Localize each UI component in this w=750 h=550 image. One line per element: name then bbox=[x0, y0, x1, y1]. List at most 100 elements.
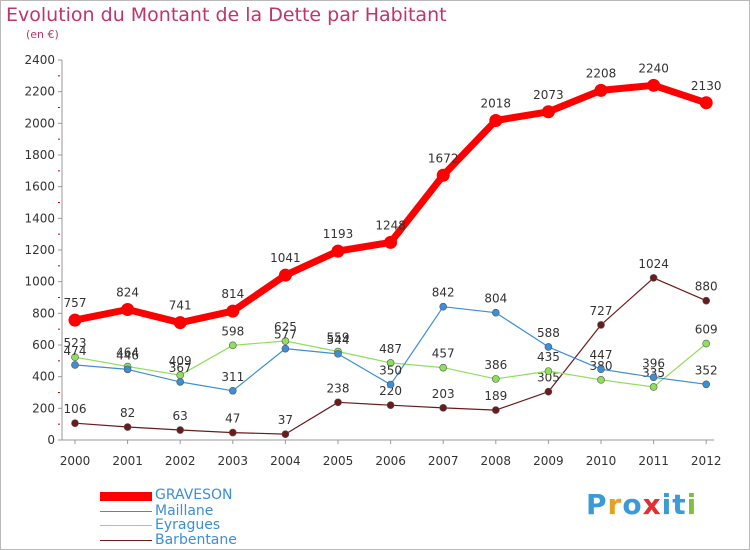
data-point bbox=[384, 235, 398, 249]
y-tick-label: 0 bbox=[47, 433, 55, 447]
data-point bbox=[436, 168, 450, 182]
x-tick-label: 2006 bbox=[375, 454, 406, 468]
x-tick-label: 2001 bbox=[112, 454, 143, 468]
data-point bbox=[491, 375, 500, 383]
x-tick-label: 2010 bbox=[586, 454, 617, 468]
data-point bbox=[386, 401, 395, 409]
data-point bbox=[594, 83, 608, 97]
y-tick-label: 1800 bbox=[24, 148, 55, 162]
brand-letter: o bbox=[622, 488, 643, 521]
data-point bbox=[281, 344, 290, 353]
data-label: 814 bbox=[221, 287, 244, 301]
y-tick-label: 2400 bbox=[24, 53, 55, 67]
legend-label: Barbentane bbox=[155, 532, 237, 548]
data-point bbox=[702, 380, 711, 389]
data-point bbox=[71, 419, 79, 428]
data-point bbox=[176, 378, 184, 386]
legend-label: Eyragues bbox=[155, 517, 221, 533]
data-label: 2073 bbox=[533, 88, 564, 102]
data-label: 824 bbox=[116, 286, 139, 300]
data-point bbox=[386, 380, 395, 389]
data-label: 544 bbox=[327, 333, 350, 347]
data-label: 1193 bbox=[323, 227, 354, 241]
x-tick-label: 2007 bbox=[428, 454, 459, 468]
data-point bbox=[226, 304, 240, 318]
data-point bbox=[597, 365, 605, 374]
data-label: 1248 bbox=[375, 218, 406, 232]
data-point bbox=[386, 359, 395, 367]
data-label: 2018 bbox=[481, 96, 512, 110]
data-label: 559 bbox=[327, 330, 350, 344]
data-point bbox=[439, 302, 448, 311]
brand-letter: i bbox=[686, 488, 698, 521]
data-point bbox=[647, 78, 661, 92]
data-label: 409 bbox=[169, 354, 192, 368]
data-label: 446 bbox=[116, 348, 139, 362]
data-point bbox=[278, 268, 292, 282]
x-tick-label: 2011 bbox=[638, 454, 669, 468]
data-point bbox=[176, 426, 184, 434]
data-label: 741 bbox=[169, 299, 192, 313]
chart-title: Evolution du Montant de la Dette par Hab… bbox=[6, 4, 447, 26]
chart-subtitle: (en €) bbox=[26, 28, 59, 41]
y-tick-label: 1600 bbox=[24, 180, 55, 194]
data-label: 386 bbox=[484, 358, 507, 372]
y-tick-label: 200 bbox=[32, 401, 55, 415]
data-point bbox=[229, 386, 237, 395]
data-label: 464 bbox=[116, 346, 139, 360]
data-point bbox=[68, 313, 82, 327]
y-tick-label: 1200 bbox=[24, 243, 55, 257]
legend-label: GRAVESON bbox=[155, 487, 233, 503]
data-label: 523 bbox=[64, 336, 87, 350]
data-label: 1024 bbox=[638, 257, 669, 271]
data-point bbox=[491, 308, 500, 317]
x-tick-label: 2003 bbox=[218, 454, 249, 468]
data-label: 487 bbox=[379, 342, 402, 356]
data-label: 189 bbox=[484, 389, 507, 403]
data-point bbox=[544, 387, 553, 396]
data-label: 2130 bbox=[691, 79, 722, 93]
brand-letter: P bbox=[586, 488, 608, 521]
data-point bbox=[281, 337, 290, 345]
y-tick-label: 1000 bbox=[24, 275, 55, 289]
data-label: 2240 bbox=[638, 61, 669, 75]
data-label: 727 bbox=[590, 304, 613, 318]
data-point bbox=[121, 303, 135, 317]
data-point bbox=[334, 350, 342, 358]
data-point bbox=[123, 365, 132, 374]
proxiti-logo: Proxiti bbox=[586, 488, 697, 521]
brand-letter: x bbox=[642, 488, 662, 521]
data-label: 2208 bbox=[586, 66, 617, 80]
data-label: 106 bbox=[64, 402, 87, 416]
x-tick-label: 2004 bbox=[270, 454, 301, 468]
x-tick-label: 2009 bbox=[533, 454, 564, 468]
data-point bbox=[281, 430, 290, 438]
data-point bbox=[597, 321, 605, 329]
y-tick-label: 400 bbox=[32, 370, 55, 384]
data-label: 598 bbox=[221, 324, 244, 338]
data-label: 474 bbox=[64, 344, 87, 358]
x-tick-label: 2000 bbox=[60, 454, 91, 468]
y-tick-label: 2000 bbox=[24, 116, 55, 130]
data-point bbox=[334, 398, 342, 407]
data-label: 238 bbox=[327, 381, 350, 395]
data-label: 367 bbox=[169, 361, 192, 375]
data-point bbox=[702, 296, 711, 305]
y-tick-label: 800 bbox=[32, 306, 55, 320]
data-point bbox=[699, 96, 713, 110]
legend-swatch bbox=[100, 492, 152, 501]
data-point bbox=[649, 373, 658, 382]
y-tick-label: 1400 bbox=[24, 211, 55, 225]
data-label: 804 bbox=[484, 292, 507, 306]
data-point bbox=[173, 316, 187, 330]
data-point bbox=[71, 361, 79, 369]
data-label: 37 bbox=[278, 413, 293, 427]
data-point bbox=[123, 423, 132, 431]
data-label: 203 bbox=[432, 387, 455, 401]
data-label: 577 bbox=[274, 328, 297, 342]
data-point bbox=[491, 406, 500, 414]
data-point bbox=[544, 367, 553, 375]
legend-swatch bbox=[100, 525, 152, 526]
series-line-graveson bbox=[71, 81, 710, 327]
data-label: 396 bbox=[642, 356, 665, 370]
